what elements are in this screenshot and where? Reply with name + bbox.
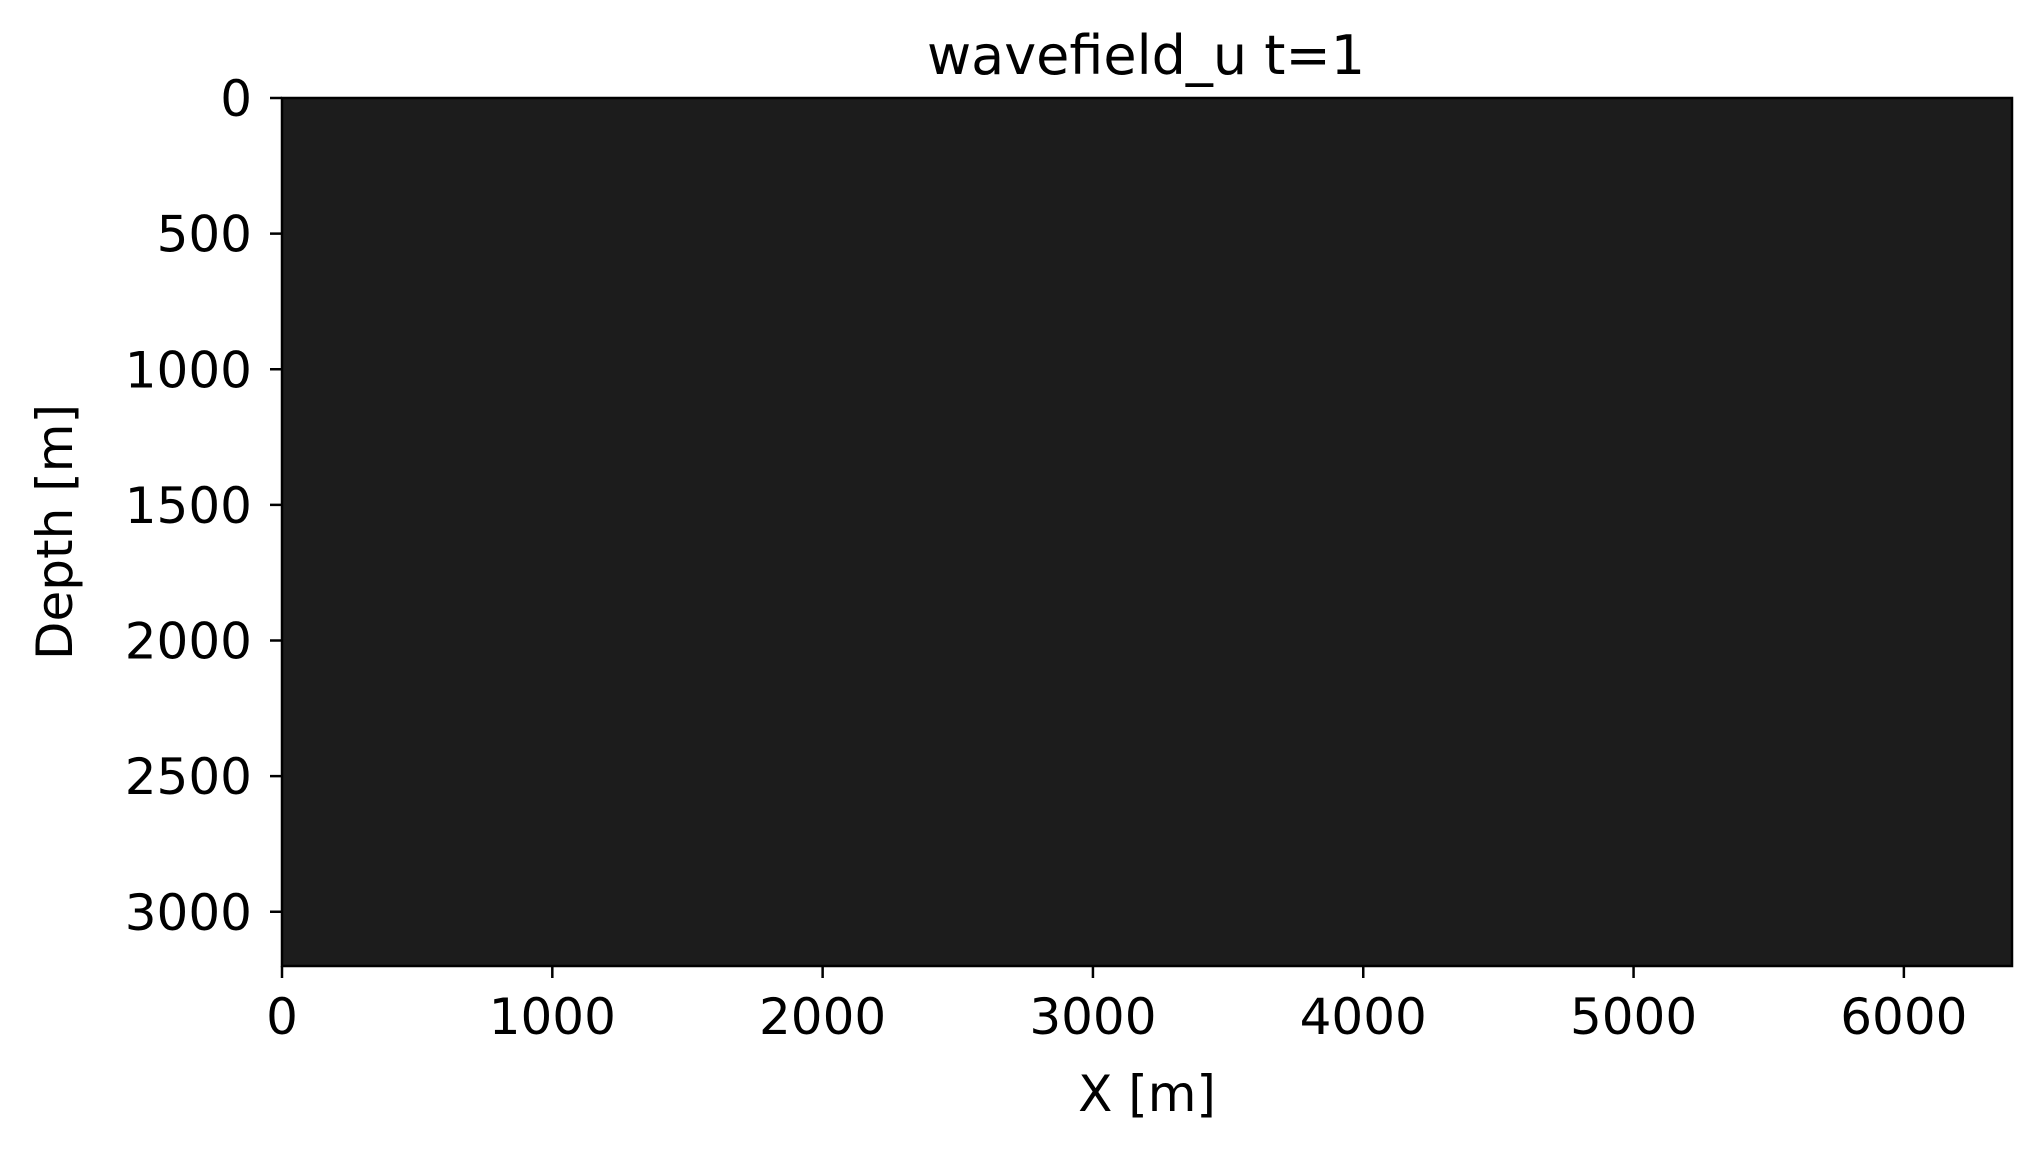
x-tick-label: 4000 (1300, 988, 1427, 1046)
y-tick-label: 1000 (125, 341, 252, 399)
y-tick-label: 0 (220, 70, 252, 128)
x-axis-label: X [m] (1078, 1065, 1216, 1123)
x-tick-label: 6000 (1840, 988, 1967, 1046)
y-tick-label: 2000 (125, 613, 252, 671)
x-axis-ticks: 0 1000 2000 3000 4000 5000 6000 (266, 966, 1968, 1046)
y-tick-label: 3000 (125, 884, 252, 942)
plot-frame (280, 96, 2014, 968)
y-axis-ticks: 0 500 1000 1500 2000 2500 3000 (125, 70, 282, 942)
x-tick-label: 2000 (759, 988, 886, 1046)
y-tick-label: 1500 (125, 477, 252, 535)
wavefield-image (282, 98, 2012, 966)
x-tick-label: 0 (266, 988, 298, 1046)
x-tick-label: 5000 (1570, 988, 1697, 1046)
x-tick-label: 1000 (489, 988, 616, 1046)
x-tick-label: 3000 (1029, 988, 1156, 1046)
y-axis-label: Depth [m] (26, 404, 84, 660)
chart-title: wavefield_u t=1 (927, 24, 1365, 87)
y-tick-label: 500 (157, 206, 252, 264)
y-tick-label: 2500 (125, 748, 252, 806)
